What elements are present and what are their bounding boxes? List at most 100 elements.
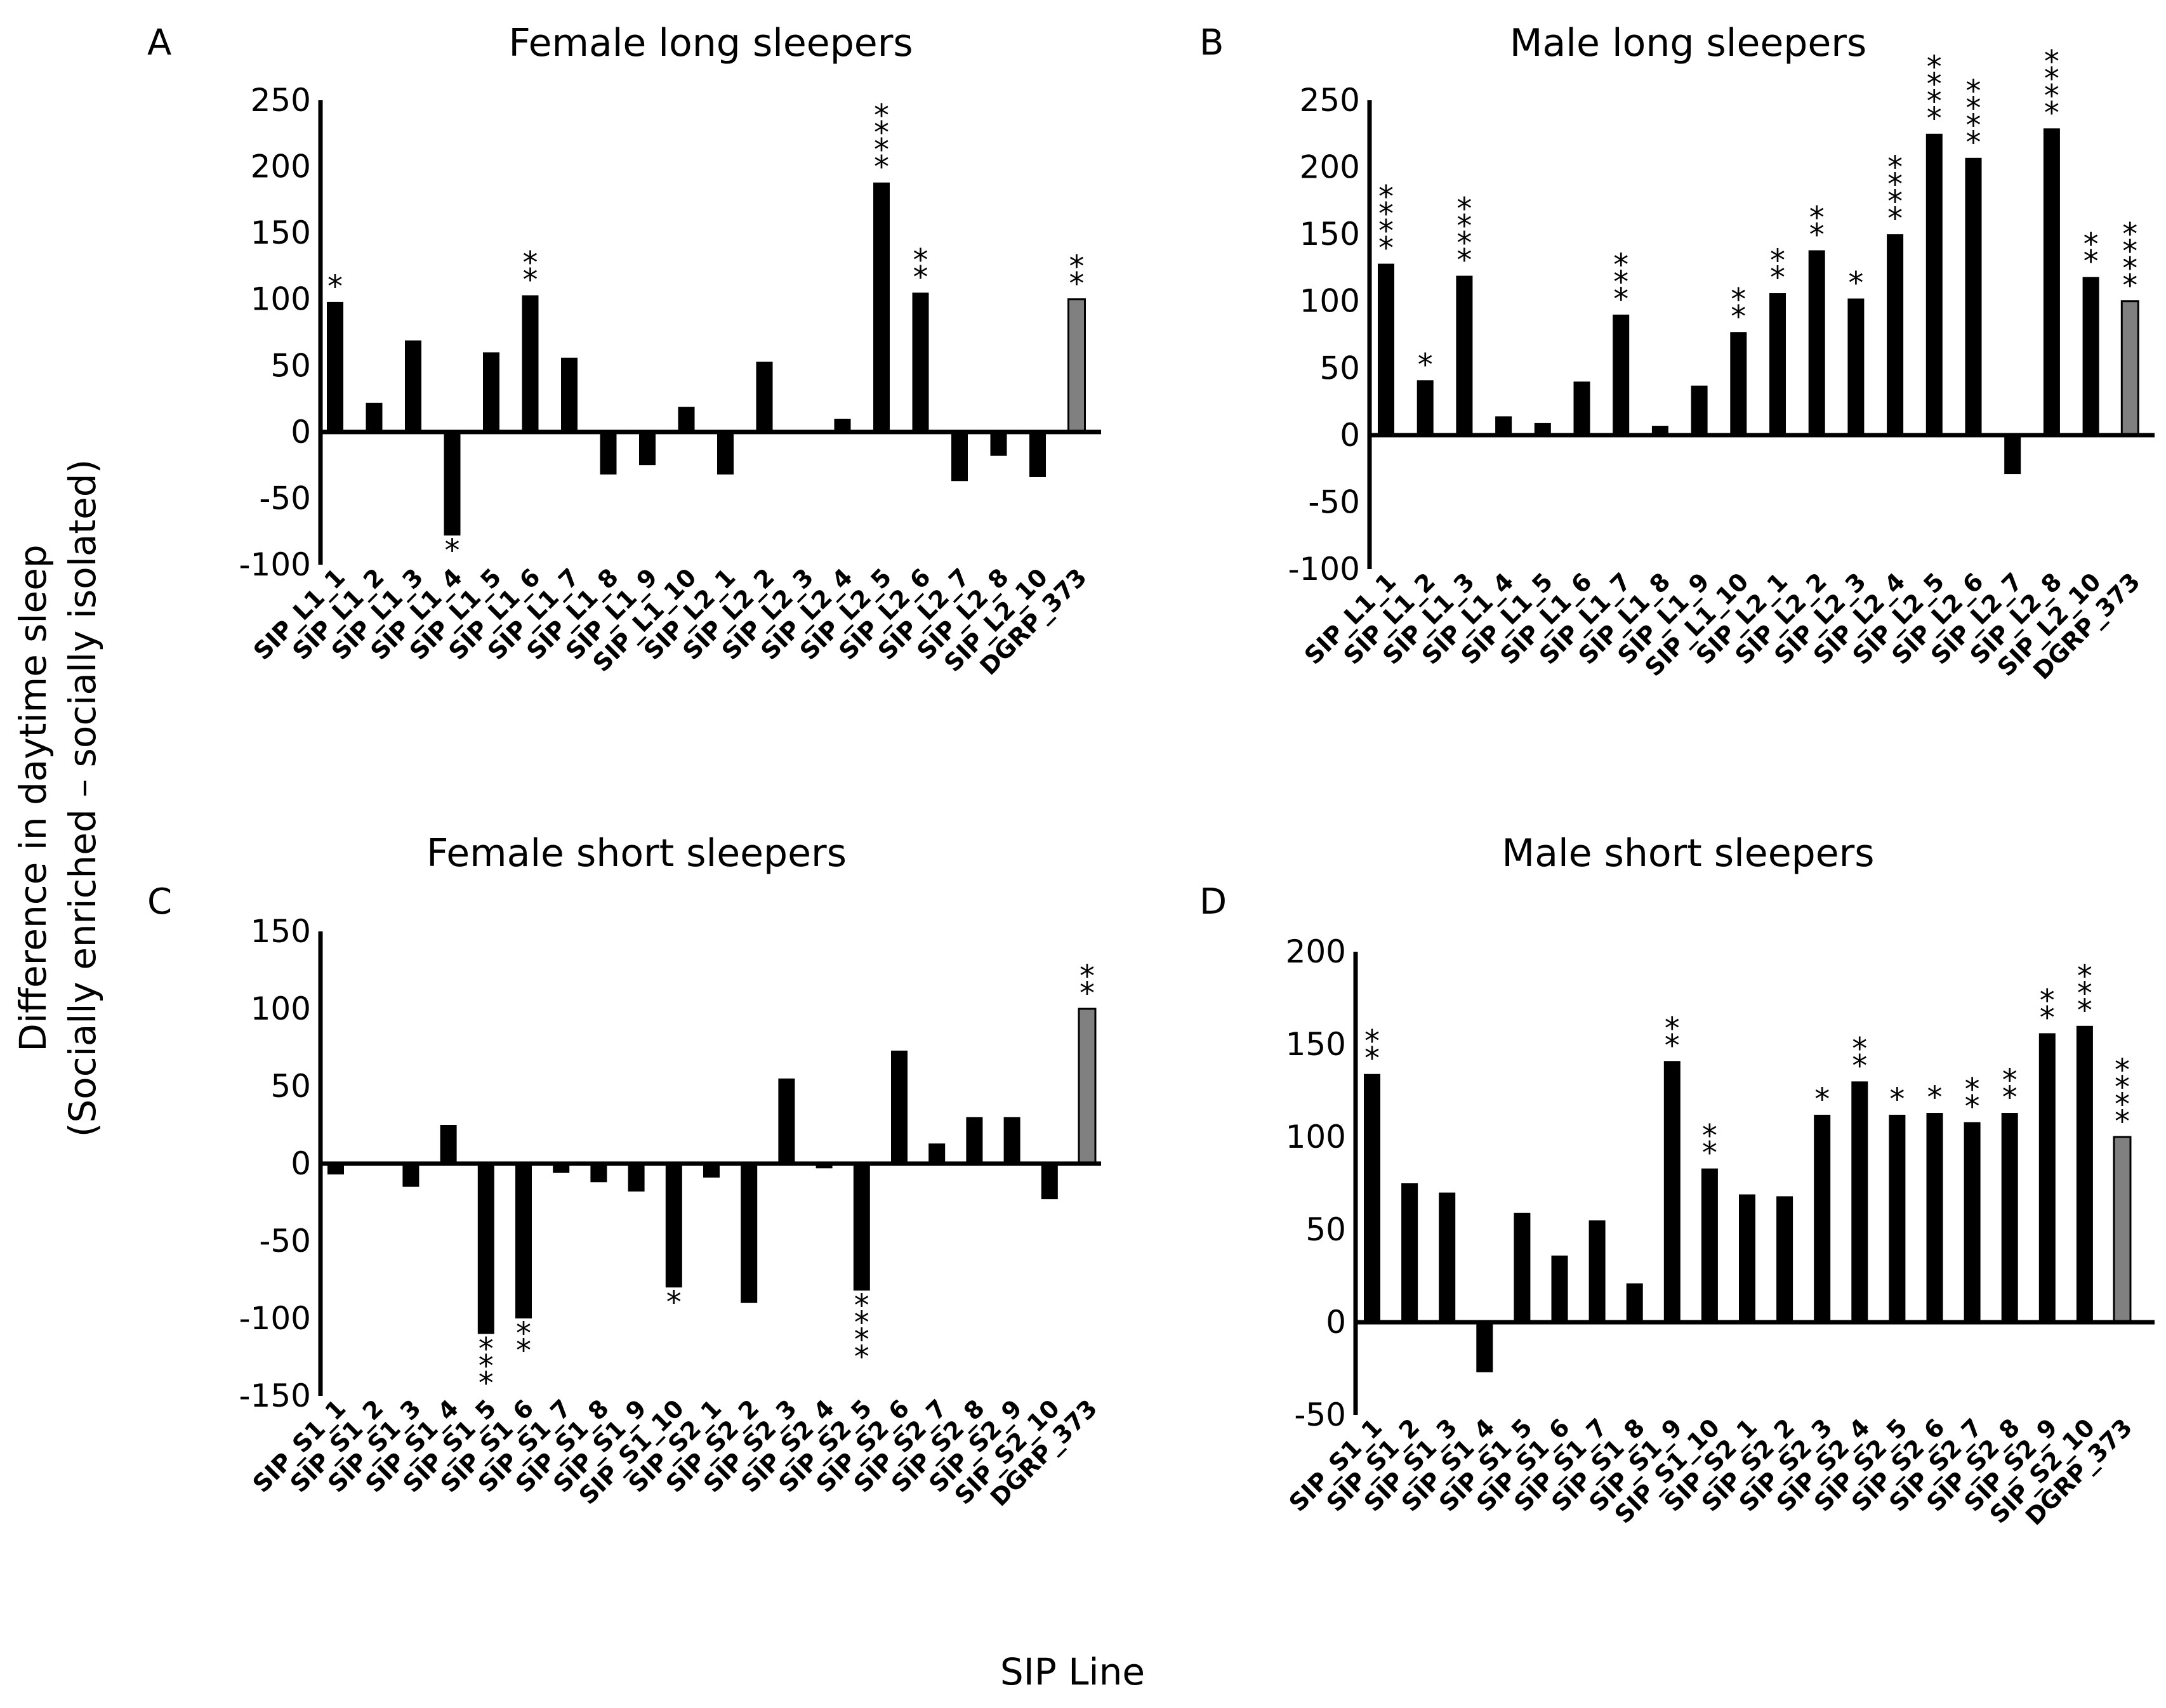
y-tick-label: -50 bbox=[259, 1223, 311, 1259]
significance-star: * bbox=[479, 1331, 494, 1367]
bar bbox=[1769, 293, 1786, 435]
significance-star: * bbox=[516, 1316, 531, 1351]
significance-star: * bbox=[874, 98, 889, 134]
bar bbox=[2113, 1136, 2132, 1324]
bar bbox=[1814, 1114, 1831, 1322]
bar bbox=[1514, 1212, 1531, 1322]
significance-star: * bbox=[1378, 197, 1394, 232]
significance-star: * bbox=[1378, 214, 1394, 249]
significance-star: * bbox=[523, 262, 538, 298]
bar bbox=[853, 1164, 870, 1291]
y-tick-label: -150 bbox=[239, 1377, 311, 1414]
significance-star: * bbox=[2044, 95, 2059, 131]
y-tick-label: 200 bbox=[1300, 149, 1360, 186]
significance-star: * bbox=[1852, 1048, 1867, 1084]
y-tick-label: -100 bbox=[239, 546, 311, 583]
bar bbox=[1029, 431, 1046, 477]
bar bbox=[703, 1164, 720, 1178]
significance-star: * bbox=[1378, 180, 1394, 215]
significance-star: * bbox=[666, 1285, 682, 1320]
significance-star: * bbox=[1965, 1072, 1980, 1108]
significance-star: * bbox=[1080, 976, 1095, 1011]
bar bbox=[1041, 1164, 1058, 1200]
bar bbox=[1078, 1008, 1097, 1165]
significance-star: * bbox=[1927, 49, 1942, 85]
significance-star: * bbox=[854, 1322, 869, 1358]
y-tick-label: 50 bbox=[1305, 1211, 1346, 1248]
significance-star: * bbox=[2083, 227, 2099, 263]
bar bbox=[1416, 380, 1434, 435]
bar bbox=[741, 1164, 758, 1303]
significance-star: * bbox=[1814, 1082, 1830, 1117]
bar bbox=[553, 1164, 570, 1173]
y-tick-label: 200 bbox=[251, 148, 311, 185]
significance-star: * bbox=[1887, 167, 1903, 202]
bar bbox=[405, 340, 421, 432]
bar bbox=[561, 357, 578, 432]
bar bbox=[402, 1164, 419, 1187]
significance-star: * bbox=[854, 1288, 869, 1324]
bar bbox=[1730, 332, 1747, 435]
bar bbox=[1663, 1061, 1681, 1322]
bar bbox=[1588, 1220, 1606, 1322]
bar bbox=[1887, 234, 1904, 435]
significance-star: * bbox=[2122, 268, 2137, 304]
chart-panel-c: Female short sleepers C 150 100 50 0 -50 -100 -1… bbox=[147, 831, 1102, 1512]
bar bbox=[444, 431, 461, 535]
bar bbox=[1551, 1255, 1568, 1322]
bar bbox=[834, 418, 851, 432]
panel-letter: D bbox=[1199, 881, 1227, 923]
significance-star: * bbox=[1927, 1080, 1943, 1115]
significance-star: * bbox=[1927, 67, 1942, 102]
significance-star: * bbox=[1887, 201, 1903, 237]
significance-star: * bbox=[1770, 260, 1785, 296]
significance-star: * bbox=[1702, 1119, 1717, 1154]
y-tick-label: 0 bbox=[1340, 417, 1360, 454]
significance-star: * bbox=[1702, 1136, 1717, 1171]
significance-star: * bbox=[1665, 1028, 1680, 1063]
significance-star: * bbox=[2044, 78, 2059, 114]
significance-star: * bbox=[2040, 1000, 2055, 1035]
bar bbox=[1651, 426, 1668, 435]
significance-star: * bbox=[913, 259, 928, 295]
panel-letter: A bbox=[147, 22, 171, 63]
significance-star: * bbox=[1887, 184, 1903, 220]
significance-star: * bbox=[1613, 247, 1628, 283]
significance-star: * bbox=[1456, 192, 1472, 227]
significance-star: * bbox=[1456, 243, 1472, 279]
bar bbox=[2001, 1113, 2018, 1322]
x-axis-title: SIP Line bbox=[1000, 1650, 1145, 1693]
significance-star: * bbox=[874, 150, 889, 185]
bar bbox=[1851, 1081, 1868, 1322]
significance-star: * bbox=[445, 533, 460, 568]
significance-star: * bbox=[1069, 266, 1085, 302]
bar bbox=[477, 1164, 494, 1334]
bar bbox=[928, 1143, 946, 1164]
y-tick-label: 250 bbox=[1300, 82, 1360, 119]
bar bbox=[966, 1117, 983, 1164]
y-tick-label: -100 bbox=[239, 1300, 311, 1337]
significance-star: * bbox=[1418, 347, 1433, 383]
bar bbox=[600, 431, 617, 475]
panel-letter: B bbox=[1199, 22, 1224, 63]
bar bbox=[2043, 128, 2060, 435]
y-tick-label: -50 bbox=[1308, 483, 1360, 520]
bar bbox=[1067, 298, 1086, 433]
significance-star: * bbox=[1966, 91, 1981, 126]
chart-panel-a: Female long sleepers A 250 200 150 100 50 0 -50 -… bbox=[147, 21, 1101, 681]
y-tick-label: 50 bbox=[1319, 350, 1360, 386]
panel-letter: C bbox=[147, 881, 172, 923]
y-tick-label: -50 bbox=[259, 480, 311, 516]
y-tick-label: -50 bbox=[1294, 1396, 1346, 1433]
significance-star: * bbox=[2122, 251, 2137, 287]
significance-star: * bbox=[479, 1348, 494, 1384]
y-tick-label: 50 bbox=[270, 347, 311, 384]
y-tick-label: 100 bbox=[251, 281, 311, 318]
significance-star: * bbox=[2115, 1087, 2130, 1122]
bar bbox=[1701, 1168, 1718, 1322]
significance-star: * bbox=[1966, 108, 1981, 143]
significance-star: * bbox=[2002, 1063, 2017, 1098]
y-tick-label: 100 bbox=[1286, 1119, 1346, 1155]
significance-star: * bbox=[2115, 1053, 2130, 1088]
y-tick-label: 100 bbox=[1300, 283, 1360, 320]
